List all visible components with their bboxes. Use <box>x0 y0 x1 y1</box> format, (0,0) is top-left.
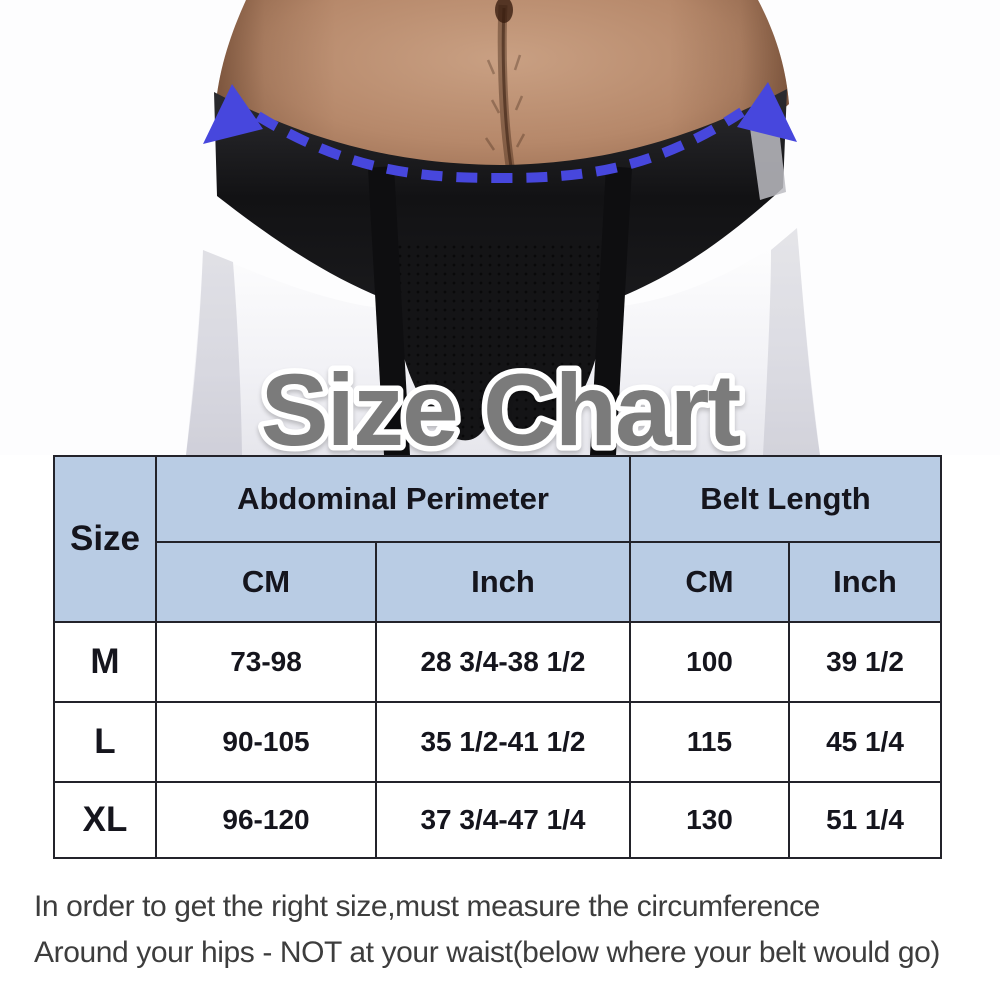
m-belt-cm: 100 <box>629 621 790 703</box>
leg-strap-left <box>368 166 410 455</box>
table-row-xl: XL 96-120 37 3/4-47 1/4 130 51 1/4 <box>53 781 942 859</box>
photo-illustration <box>0 0 1000 455</box>
size-table: Size Abdominal Perimeter Belt Length CM … <box>53 455 942 859</box>
l-abdominal-cm: 90-105 <box>155 701 377 783</box>
size-xl: XL <box>53 781 157 859</box>
header-abdominal-inch: Inch <box>375 541 631 623</box>
note-line-1: In order to get the right size,must meas… <box>34 890 820 923</box>
product-photo: Size Chart <box>0 0 1000 471</box>
size-m: M <box>53 621 157 703</box>
table-header-row-groups: Size Abdominal Perimeter Belt Length <box>53 455 942 623</box>
support-pouch <box>392 240 608 441</box>
table-row-m: M 73-98 28 3/4-38 1/2 100 39 1/2 <box>53 621 942 703</box>
header-belt-cm: CM <box>629 541 790 623</box>
m-abdominal-cm: 73-98 <box>155 621 377 703</box>
xl-belt-inch: 51 1/4 <box>788 781 942 859</box>
leg-straps <box>368 166 632 455</box>
header-size: Size <box>53 455 157 623</box>
xl-abdominal-inch: 37 3/4-47 1/4 <box>375 781 631 859</box>
header-abdominal-cm: CM <box>155 541 377 623</box>
measure-arrow-left-icon <box>203 84 263 144</box>
hernia-belt <box>214 89 787 330</box>
size-l: L <box>53 701 157 783</box>
measurement-note: In order to get the right size,must meas… <box>34 884 994 976</box>
note-line-2: Around your hips - NOT at your waist(bel… <box>34 936 941 969</box>
xl-abdominal-cm: 96-120 <box>155 781 377 859</box>
table-row-l: L 90-105 35 1/2-41 1/2 115 45 1/4 <box>53 701 942 783</box>
m-belt-inch: 39 1/2 <box>788 621 942 703</box>
header-belt-inch: Inch <box>788 541 942 623</box>
measure-arrow-right-icon <box>737 82 797 142</box>
header-abdominal-perimeter: Abdominal Perimeter <box>155 455 631 543</box>
l-belt-inch: 45 1/4 <box>788 701 942 783</box>
m-abdominal-inch: 28 3/4-38 1/2 <box>375 621 631 703</box>
xl-belt-cm: 130 <box>629 781 790 859</box>
table-header-row-units: CM Inch CM Inch <box>54 541 942 623</box>
header-belt-length: Belt Length <box>629 455 942 543</box>
l-abdominal-inch: 35 1/2-41 1/2 <box>375 701 631 783</box>
leg-strap-right <box>590 166 632 455</box>
belt-velcro-patch <box>750 120 786 200</box>
measurement-dashed-line <box>255 107 745 184</box>
l-belt-cm: 115 <box>629 701 790 783</box>
